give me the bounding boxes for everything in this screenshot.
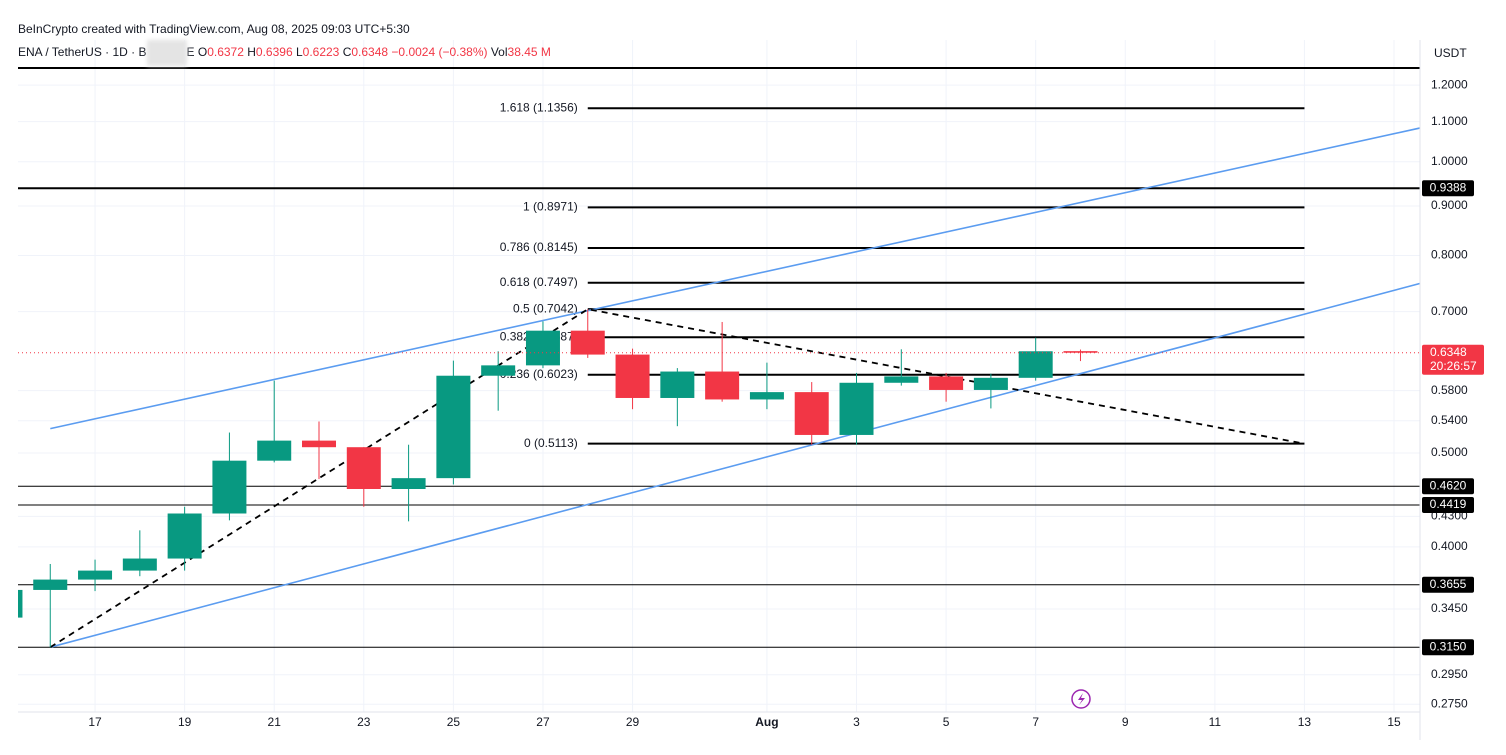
y-tick-label: 0.5000 [1431,445,1468,459]
x-tick-label: 25 [447,715,461,729]
symbol-tail: E [186,45,195,60]
candle-body [346,447,381,489]
y-tick-label: 1.2000 [1431,77,1468,91]
currency: USDT [1434,46,1467,60]
fib-label: 0 (0.5113) [524,436,578,450]
candle-body [973,377,1008,390]
level-label-box [1422,576,1474,593]
axes: 1.2000 1.1000 1.0000 0.9000 0.8000 0.7000 0.58… [18,40,1484,740]
y-tick-label: 0.8000 [1431,248,1468,262]
level-label-box [1422,496,1474,513]
y-tick-label: 0.7000 [1431,304,1468,318]
trend-line [49,308,1305,648]
level-label: 0.3655 [1430,577,1467,591]
level-label-box [1422,639,1474,656]
x-tick-label: Aug [755,715,778,729]
candle-body [436,375,471,479]
header: BeInCrypto created with TradingView.com,… [18,18,551,66]
h-label: H [247,45,256,60]
credit: BeInCrypto created with TradingView.com,… [18,22,410,36]
fib-label: 0.618 (0.7497) [500,275,578,289]
x-tick-label: 9 [1122,715,1129,729]
candle-body [705,371,740,400]
x-tick-label: 3 [853,715,860,729]
change: −0.0024 (−0.38%) [391,45,488,60]
y-tick-label: 0.2750 [1431,696,1468,710]
o-label: O [197,45,208,60]
symbol: ENA / TetherUS · 1D · B [18,45,147,60]
candle-body [615,354,650,398]
x-tick-label: 19 [178,715,192,729]
open: 0.6372 [207,45,244,60]
candle-body [794,392,829,435]
candle-body [167,513,202,559]
candle-body [78,570,113,580]
trend-line [50,127,1420,430]
candle-body [570,330,605,355]
level-label: 0.9388 [1430,180,1467,194]
fib-label: 0.5 (0.7042) [513,301,578,315]
y-tick-label: 0.2950 [1431,667,1468,681]
close: 0.6348 [351,45,389,60]
vol: 38.45 M [507,45,551,60]
x-tick-label: 7 [1032,715,1039,729]
countdown-label: 20:26:57 [1430,359,1477,373]
candle-body [122,558,157,571]
candle-body [18,589,23,618]
y-tick-label: 0.5800 [1431,383,1468,397]
current-price-label: 0.6348 [1430,345,1467,359]
candle-body [1018,351,1053,378]
level-label-box [1422,478,1474,495]
c-label: C [342,45,352,60]
current-price-box [1422,344,1484,375]
fib-label: 0.236 (0.6023) [500,367,578,381]
candle-body [302,440,337,448]
high: 0.6396 [255,45,293,60]
legend-line: ENA / TetherUS · 1D · B E O0.6372 H0.6396… [18,40,551,66]
x-tick-label: 29 [626,715,640,729]
candle-body [884,376,919,383]
candle-body [391,478,426,489]
blur [146,40,187,66]
trend-line [50,282,1420,648]
level-label: 0.4620 [1430,478,1467,492]
x-tick-label: 27 [536,715,550,729]
candle-body [929,376,964,390]
level-label: 0.3150 [1430,639,1467,653]
candle-body [660,371,695,398]
level-label-box [1422,180,1474,197]
x-tick-label: 17 [88,715,102,729]
candle-body [33,579,68,590]
fib-label: 1 (0.8971) [523,200,578,214]
lightning-icon [1071,689,1091,709]
candle-body [749,392,784,400]
y-tick-label: 0.9000 [1431,198,1468,212]
y-tick-label: 0.4000 [1431,539,1468,553]
candle-body [839,382,874,435]
l-label: L [295,45,303,60]
y-tick-label: 1.0000 [1431,154,1468,168]
x-tick-label: 5 [943,715,950,729]
candle-body [481,365,516,376]
y-tick-label: 0.5400 [1431,413,1468,427]
candle-body [257,440,292,461]
x-tick-label: 11 [1209,715,1222,729]
candle-body [525,330,560,366]
fib-label: 1.618 (1.1356) [500,100,578,114]
y-tick-label: 1.1000 [1431,114,1468,128]
candle-body [212,460,247,514]
level-label: 0.4419 [1430,497,1467,511]
x-tick-label: 23 [357,715,371,729]
x-tick-label: 15 [1387,715,1401,729]
plot-area: 1.618 (1.1356) 1 (0.8971) 0.786 (0.8145) 0.… [18,66,1420,648]
x-tick-label: 13 [1298,715,1312,729]
y-tick-label: 0.3450 [1431,601,1468,615]
low: 0.6223 [302,45,340,60]
fib-label: 0.786 (0.8145) [500,240,578,254]
x-tick-label: 21 [268,715,282,729]
candle-body [1063,351,1098,353]
vol-label: Vol [490,45,508,60]
